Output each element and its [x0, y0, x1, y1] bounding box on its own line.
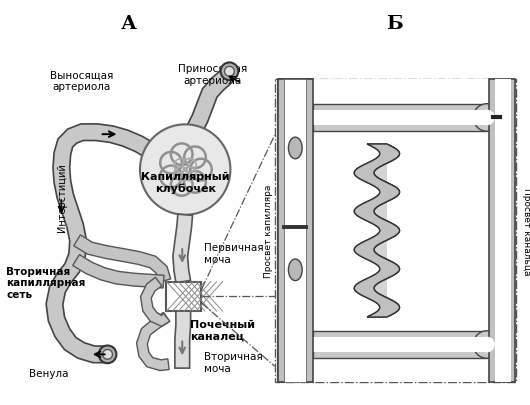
Circle shape — [479, 337, 495, 352]
Text: Первичная
моча: Первичная моча — [204, 243, 263, 264]
Polygon shape — [173, 215, 192, 283]
Polygon shape — [172, 68, 236, 158]
Polygon shape — [73, 255, 164, 288]
Text: Приносящая
артериола: Приносящая артериола — [178, 64, 248, 86]
Bar — [285, 80, 306, 382]
Bar — [278, 80, 313, 382]
Bar — [495, 80, 510, 382]
Polygon shape — [313, 80, 515, 382]
Bar — [313, 80, 367, 382]
Text: Просвет канальца: Просвет канальца — [522, 187, 530, 275]
Bar — [313, 104, 487, 132]
Polygon shape — [137, 313, 170, 371]
Bar — [367, 80, 515, 382]
Bar — [489, 80, 516, 382]
Text: Интерстиций: Интерстиций — [57, 163, 67, 232]
Text: Венула: Венула — [29, 368, 68, 378]
Text: Почечный
каналец: Почечный каналец — [190, 319, 255, 341]
Circle shape — [473, 104, 501, 132]
Circle shape — [473, 331, 501, 358]
Polygon shape — [74, 235, 171, 283]
Polygon shape — [354, 145, 400, 317]
Polygon shape — [354, 145, 400, 317]
Circle shape — [99, 345, 117, 363]
Text: Интерстиций: Интерстиций — [335, 199, 344, 263]
Circle shape — [103, 350, 112, 359]
Circle shape — [225, 67, 234, 77]
Text: Вторичная
капиллярная
сеть: Вторичная капиллярная сеть — [6, 266, 86, 299]
Bar — [313, 331, 487, 358]
Text: Просвет капилляра: Просвет капилляра — [264, 184, 273, 277]
FancyBboxPatch shape — [165, 282, 201, 311]
Ellipse shape — [288, 138, 302, 159]
Ellipse shape — [288, 138, 302, 159]
Bar — [313, 80, 387, 382]
Circle shape — [140, 125, 231, 215]
Text: Б: Б — [386, 15, 403, 33]
Circle shape — [479, 110, 495, 126]
Ellipse shape — [288, 259, 302, 281]
Bar — [313, 110, 487, 126]
Text: А: А — [121, 15, 137, 33]
Text: Вторичная
моча: Вторичная моча — [204, 352, 263, 373]
Text: Капиллярный
клубочек: Капиллярный клубочек — [141, 172, 229, 194]
Bar — [313, 337, 487, 352]
Polygon shape — [46, 125, 153, 363]
Bar — [278, 80, 313, 382]
Circle shape — [220, 63, 238, 81]
Ellipse shape — [288, 259, 302, 281]
Polygon shape — [140, 277, 170, 326]
Text: Выносящая
артериола: Выносящая артериола — [50, 70, 113, 92]
Bar — [276, 81, 516, 381]
Polygon shape — [175, 311, 191, 368]
Bar — [275, 80, 516, 382]
Bar — [285, 80, 306, 382]
Polygon shape — [354, 145, 400, 317]
